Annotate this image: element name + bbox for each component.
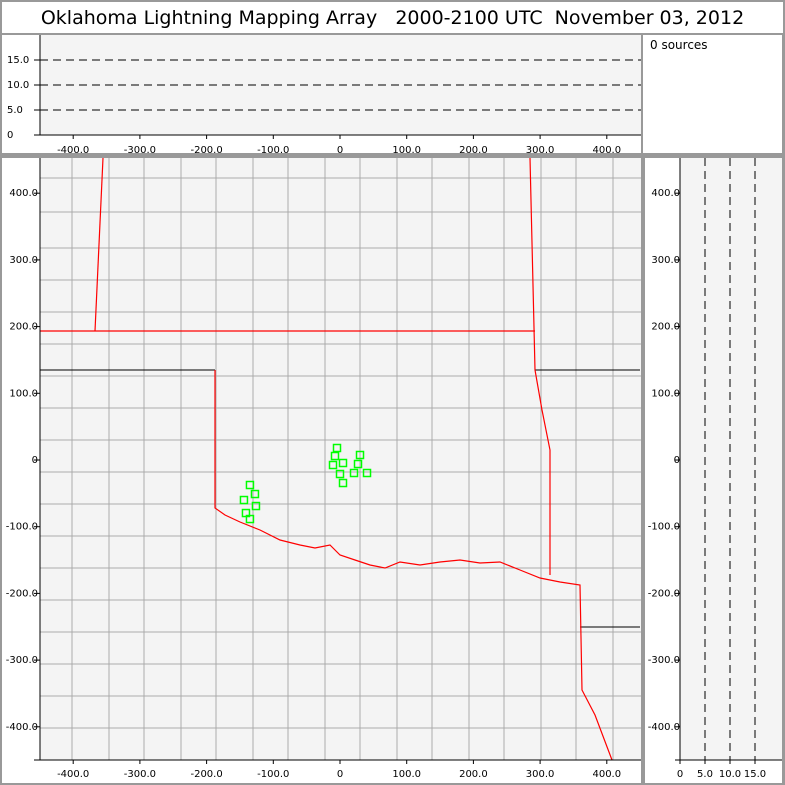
x-tick-label: -300.0 — [124, 769, 156, 780]
x-tick-label: -400.0 — [57, 769, 89, 780]
y-tick-label: -200.0 — [648, 588, 680, 599]
y-tick-label: 0 — [7, 130, 13, 141]
x-tick-label: 5.0 — [697, 769, 713, 780]
lightning-source — [330, 451, 340, 461]
x-tick-label: 0 — [337, 145, 343, 153]
plan-view-map: -400.0 -300.0 -200.0 -100.0 0 100.0 200.0 300.0… — [2, 158, 641, 783]
y-tick-label: 5.0 — [7, 105, 23, 116]
x-tick-label: -400.0 — [57, 145, 89, 153]
sources-panel: 0 sources — [643, 35, 782, 153]
lightning-source — [245, 514, 255, 524]
x-tick-label: 300.0 — [526, 145, 555, 153]
x-tick-label: 200.0 — [459, 145, 488, 153]
x-tick-label: 0 — [677, 769, 683, 780]
y-tick-label: 400.0 — [9, 188, 38, 199]
x-tick-label: 300.0 — [526, 769, 555, 780]
x-tick-label: 400.0 — [592, 769, 621, 780]
x-tick-label: 200.0 — [459, 769, 488, 780]
x-tick-label: 400.0 — [592, 145, 621, 153]
oklahoma-border — [94, 158, 104, 332]
y-tick-label: 400.0 — [651, 188, 680, 199]
lightning-source — [251, 501, 261, 511]
x-tick-label: 100.0 — [392, 145, 421, 153]
y-tick-label: 300.0 — [9, 255, 38, 266]
sources-count: 0 sources — [650, 38, 708, 52]
x-tick-label: 0 — [337, 769, 343, 780]
lightning-source — [355, 450, 365, 460]
x-tick-label: 15.0 — [744, 769, 766, 780]
y-tick-label: 0 — [32, 455, 38, 466]
y-tick-label: -300.0 — [648, 655, 680, 666]
x-tick-label: -200.0 — [190, 769, 222, 780]
lightning-source — [250, 489, 260, 499]
lightning-source — [362, 468, 372, 478]
lightning-source — [328, 460, 338, 470]
y-tick-label: 200.0 — [651, 322, 680, 333]
y-tick-label: 0 — [674, 455, 680, 466]
y-tick-label: 15.0 — [7, 55, 29, 66]
y-tick-label: -100.0 — [648, 522, 680, 533]
x-tick-label: -100.0 — [257, 145, 289, 153]
lightning-source — [353, 459, 363, 469]
lightning-source — [239, 495, 249, 505]
y-tick-label: -200.0 — [6, 588, 38, 599]
y-tick-label: -300.0 — [6, 655, 38, 666]
lightning-source — [338, 458, 348, 468]
county-lines — [40, 158, 641, 760]
lightning-source — [332, 443, 342, 453]
chart-title: Oklahoma Lightning Mapping Array 2000-21… — [2, 2, 783, 33]
y-tick-label: 10.0 — [7, 80, 29, 91]
y-tick-label: -100.0 — [6, 522, 38, 533]
x-tick-label: -100.0 — [257, 769, 289, 780]
north-altitude-panel: 0 5.0 10.0 15.0 400.0 300.0 200.0 100.0 0 -100.0 -… — [645, 158, 782, 783]
x-tick-label: -300.0 — [124, 145, 156, 153]
plot-area — [680, 158, 782, 760]
oklahoma-border — [214, 370, 613, 761]
x-tick-label: -200.0 — [190, 145, 222, 153]
state-border — [40, 369, 640, 628]
lightning-source — [349, 468, 359, 478]
x-tick-label: 100.0 — [392, 769, 421, 780]
y-tick-label: -400.0 — [648, 722, 680, 733]
lightning-source — [335, 469, 345, 479]
altitude-east-panel: -400.0 -300.0 -200.0 -100.0 0 100.0 200.0 300.0… — [2, 35, 641, 153]
y-tick-label: -400.0 — [6, 722, 38, 733]
y-tick-label: 300.0 — [651, 255, 680, 266]
lightning-source — [245, 480, 255, 490]
oklahoma-border — [529, 158, 551, 575]
lightning-source — [338, 478, 348, 488]
x-tick-label: 10.0 — [719, 769, 741, 780]
y-tick-label: 100.0 — [651, 388, 680, 399]
y-tick-label: 200.0 — [9, 322, 38, 333]
y-tick-label: 100.0 — [9, 388, 38, 399]
